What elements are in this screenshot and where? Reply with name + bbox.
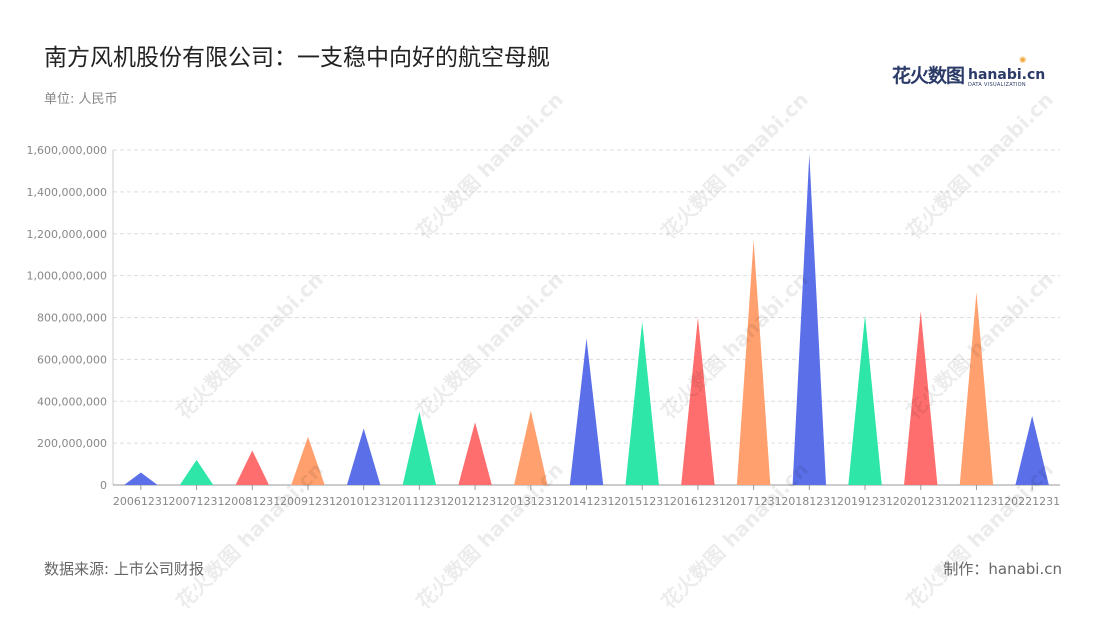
bar-20101231 [346, 428, 381, 485]
chart-title: 南方风机股份有限公司：一支稳中向好的航空母舰 [44, 45, 550, 71]
x-tick-label: 20131231 [503, 495, 559, 508]
bar-20071231 [179, 459, 214, 485]
y-tick-label: 400,000,000 [37, 395, 107, 408]
x-tick-label: 20221231 [1004, 495, 1060, 508]
y-tick-label: 600,000,000 [37, 353, 107, 366]
bar-20221231 [1015, 415, 1049, 485]
x-tick-label: 20191231 [837, 495, 893, 508]
y-tick-label: 1,600,000,000 [27, 144, 107, 157]
x-tick-label: 20071231 [169, 495, 225, 508]
x-tick-label: 20181231 [781, 495, 837, 508]
x-tick-label: 20091231 [280, 495, 336, 508]
unit-label: 单位: 人民币 [44, 92, 118, 107]
x-tick-label: 20161231 [670, 495, 726, 508]
bar-20061231 [124, 472, 158, 485]
sparkle-icon: ✺ [1019, 56, 1027, 66]
bar-20161231 [681, 317, 715, 485]
x-tick-label: 20211231 [948, 495, 1004, 508]
bar-20171231 [736, 240, 771, 485]
y-tick-label: 1,000,000,000 [27, 270, 107, 283]
bar-20091231 [291, 436, 325, 485]
x-tick-label: 20081231 [224, 495, 280, 508]
brand-logo: 花火数图 hanabi.cn DATA VISUALIZATION ✺ [892, 56, 1045, 88]
bar-20151231 [625, 321, 659, 485]
y-tick-label: 200,000,000 [37, 437, 107, 450]
x-tick-label: 20111231 [391, 495, 447, 508]
bar-20121231 [458, 422, 492, 485]
bar-20141231 [569, 338, 604, 485]
bar-20131231 [514, 410, 548, 485]
y-tick-label: 1,400,000,000 [27, 186, 107, 199]
y-tick-label: 1,200,000,000 [27, 228, 107, 241]
bar-20211231 [959, 292, 994, 485]
bar-20111231 [402, 411, 437, 485]
bar-20181231 [792, 154, 827, 485]
logo-sub-text: DATA VISUALIZATION [968, 82, 1026, 88]
x-tick-label: 20061231 [113, 495, 169, 508]
x-tick-label: 20101231 [336, 495, 392, 508]
x-tick-label: 20141231 [559, 495, 615, 508]
credit-text: 制作：hanabi.cn [943, 560, 1062, 578]
y-tick-label: 0 [100, 479, 107, 492]
bar-20201231 [904, 311, 938, 485]
y-tick-label: 800,000,000 [37, 312, 107, 325]
logo-cn-text: 花火数图 [892, 65, 965, 87]
x-tick-label: 20121231 [447, 495, 503, 508]
logo-en-text: hanabi.cn [968, 67, 1046, 83]
logo-en-block: hanabi.cn DATA VISUALIZATION [968, 68, 1045, 88]
x-tick-label: 20201231 [893, 495, 949, 508]
x-tick-label: 20171231 [726, 495, 782, 508]
bar-20081231 [235, 450, 269, 485]
data-source: 数据来源: 上市公司财报 [44, 560, 204, 578]
bar-20191231 [848, 315, 882, 485]
x-tick-label: 20151231 [614, 495, 670, 508]
